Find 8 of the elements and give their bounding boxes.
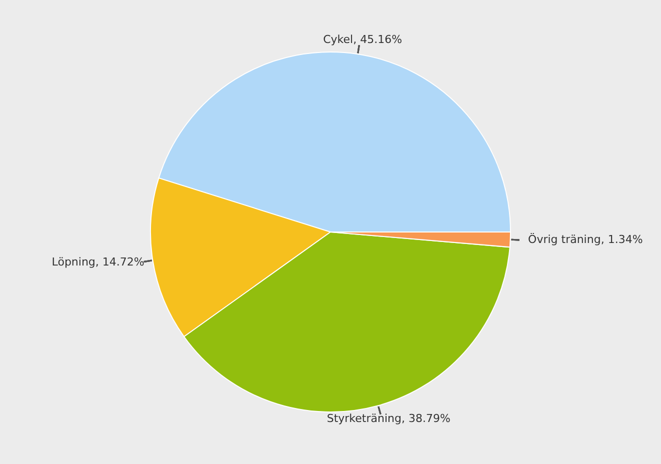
slice-label: Löpning — [52, 256, 96, 269]
data-label: , 14.72% — [95, 256, 144, 269]
slice-label: Cykel — [323, 33, 354, 46]
slice-label: Övrig träning — [528, 232, 601, 246]
data-label: , 1.34% — [600, 233, 643, 246]
slice-label: Styrketräning — [326, 412, 402, 426]
data-label: , 38.79% — [401, 412, 450, 426]
data-label: , 45.16% — [353, 33, 402, 46]
